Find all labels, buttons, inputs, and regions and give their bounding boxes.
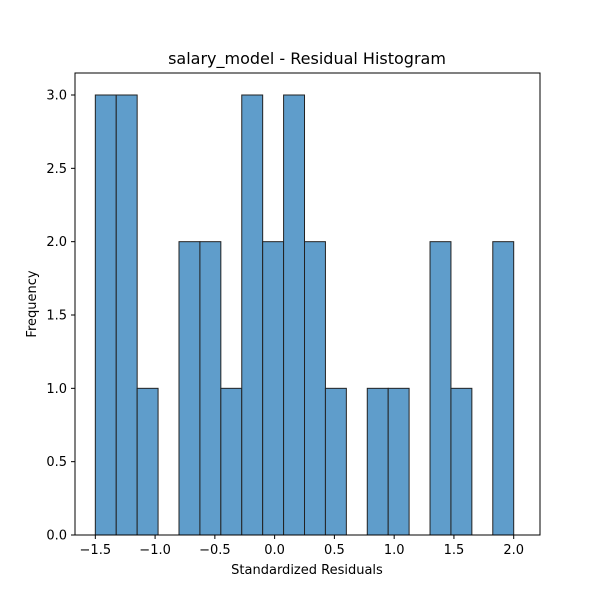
histogram-bar bbox=[220, 387, 243, 536]
histogram-bar bbox=[450, 387, 473, 536]
histogram-bar bbox=[178, 241, 201, 536]
y-axis-ticks: 0.0 0.5 1.0 1.5 2.0 2.5 3.0 bbox=[46, 89, 75, 544]
histogram-bar bbox=[304, 241, 326, 536]
x-tick-label: 2.0 bbox=[503, 543, 524, 558]
y-tick-label: 1.0 bbox=[46, 382, 67, 397]
chart-title: salary_model - Residual Histogram bbox=[168, 49, 446, 69]
y-tick-label: 2.0 bbox=[46, 235, 67, 250]
histogram-bar bbox=[387, 387, 410, 536]
x-tick-label: 1.5 bbox=[444, 543, 465, 558]
x-tick-label: 0.5 bbox=[324, 543, 345, 558]
x-tick-label: −0.5 bbox=[199, 543, 231, 558]
histogram-bar bbox=[492, 241, 515, 536]
y-tick-label: 2.5 bbox=[46, 162, 67, 177]
bars-group bbox=[94, 94, 515, 536]
x-tick-label: −1.5 bbox=[80, 543, 112, 558]
y-tick-label: 3.0 bbox=[46, 89, 67, 104]
histogram-bar bbox=[199, 241, 222, 536]
histogram-bar bbox=[324, 387, 347, 536]
x-axis-ticks: −1.5 −1.0 −0.5 0.0 0.5 1.0 1.5 2.0 bbox=[80, 535, 524, 558]
plot-area-frame bbox=[74, 72, 541, 536]
histogram-bar bbox=[94, 94, 117, 536]
histogram-bar bbox=[262, 241, 285, 536]
histogram-bar bbox=[283, 94, 306, 536]
x-axis-title: Standardized Residuals bbox=[231, 563, 383, 578]
histogram-bar bbox=[241, 94, 264, 536]
histogram-bar bbox=[429, 241, 452, 536]
histogram-bar bbox=[136, 387, 159, 536]
histogram-bar bbox=[366, 387, 389, 536]
y-tick-label: 1.5 bbox=[46, 309, 67, 324]
y-axis-title: Frequency bbox=[25, 270, 40, 337]
y-tick-label: 0.0 bbox=[46, 529, 67, 544]
y-tick-label: 0.5 bbox=[46, 455, 67, 470]
x-tick-label: 0.0 bbox=[264, 543, 285, 558]
x-tick-label: −1.0 bbox=[139, 543, 171, 558]
x-tick-label: 1.0 bbox=[384, 543, 405, 558]
histogram-bar bbox=[115, 94, 138, 536]
